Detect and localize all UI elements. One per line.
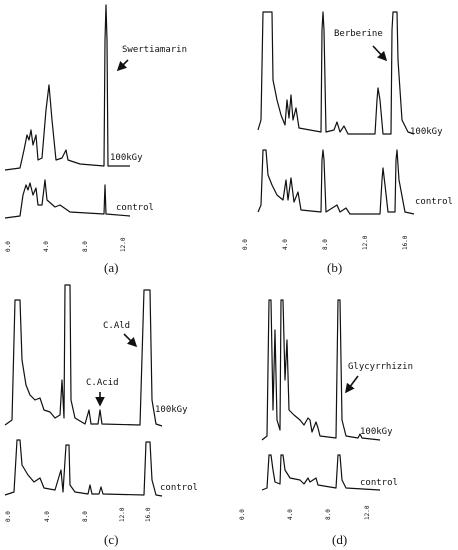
annotation: Berberine xyxy=(334,29,383,39)
caption: (b) xyxy=(327,260,342,275)
tick-label: 0.0 xyxy=(5,511,12,522)
caption: (a) xyxy=(104,260,118,275)
tick-label: 12.0 xyxy=(362,235,369,250)
tick-label: 4.0 xyxy=(282,239,289,250)
tick-label: 12.0 xyxy=(120,237,127,252)
caption: (c) xyxy=(104,532,118,547)
trace-label: control xyxy=(116,203,154,213)
trace-label: control xyxy=(160,483,198,493)
trace xyxy=(261,454,381,491)
panel-b: 100kGy control Berberine 0.0 4.0 8.0 12.… xyxy=(242,11,453,275)
tick-label: 16.0 xyxy=(145,507,152,522)
trace xyxy=(257,11,415,135)
trace-label: 100kGy xyxy=(110,153,143,163)
trace xyxy=(261,299,381,441)
trace-label: control xyxy=(360,478,398,488)
trace-label: 100kGy xyxy=(410,127,443,137)
tick-label: 12.0 xyxy=(364,505,371,520)
panel-d: 100kGy control Glycyrrhizin 0.0 4.0 8.0 … xyxy=(239,299,413,547)
trace xyxy=(4,179,131,219)
trace xyxy=(4,4,130,171)
tick-label: 4.0 xyxy=(43,241,50,252)
caption: (d) xyxy=(332,532,347,547)
annotation: Swertiamarin xyxy=(122,45,187,55)
annotation: Glycyrrhizin xyxy=(348,362,413,372)
arrow xyxy=(345,375,359,394)
tick-label: 8.0 xyxy=(82,511,89,522)
tick-label: 0.0 xyxy=(242,239,249,250)
tick-label: 16.0 xyxy=(402,235,409,250)
tick-label: 8.0 xyxy=(82,241,89,252)
tick-label: 8.0 xyxy=(322,239,329,250)
panel-a: 100kGy control Swertiamarin 0.0 4.0 8.0 … xyxy=(4,4,187,275)
trace xyxy=(257,149,415,215)
tick-label: 0.0 xyxy=(239,509,246,520)
trace-label: control xyxy=(415,197,453,207)
arrow xyxy=(123,333,138,348)
tick-label: 8.0 xyxy=(325,509,332,520)
trace-label: 100kGy xyxy=(155,405,188,415)
tick-label: 4.0 xyxy=(287,509,294,520)
trace xyxy=(4,284,163,427)
arrow xyxy=(372,45,388,62)
tick-label: 0.0 xyxy=(5,241,12,252)
panel-c: 100kGy control C.Ald C.Acid 0.0 4.0 8.0 … xyxy=(4,284,198,547)
trace-label: 100kGy xyxy=(360,427,393,437)
annotation: C.Acid xyxy=(86,378,119,388)
tick-label: 12.0 xyxy=(119,507,126,522)
trace xyxy=(4,439,163,497)
annotation: C.Ald xyxy=(103,321,130,331)
tick-label: 4.0 xyxy=(44,511,51,522)
arrow xyxy=(116,59,129,72)
